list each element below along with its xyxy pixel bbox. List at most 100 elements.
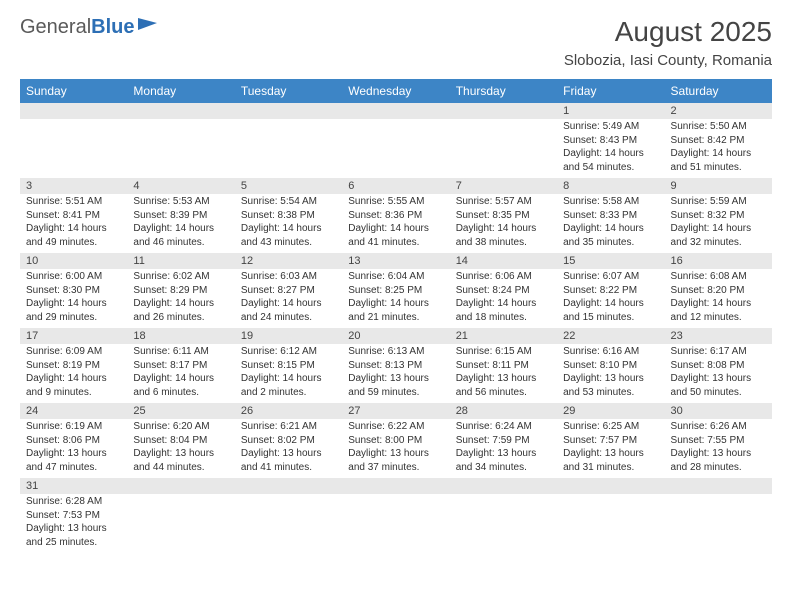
day-line: and 34 minutes.	[456, 461, 551, 475]
day-number-row: 24252627282930	[20, 403, 772, 419]
day-content-cell	[450, 494, 557, 553]
day-line: Daylight: 13 hours	[671, 447, 766, 461]
day-number-cell: 29	[557, 403, 664, 419]
day-content-cell: Sunrise: 5:58 AMSunset: 8:33 PMDaylight:…	[557, 194, 664, 253]
day-details: Sunrise: 5:51 AMSunset: 8:41 PMDaylight:…	[20, 194, 127, 253]
day-line: Daylight: 14 hours	[241, 297, 336, 311]
day-number-cell: 3	[20, 178, 127, 194]
day-line: and 29 minutes.	[26, 311, 121, 325]
day-details: Sunrise: 5:50 AMSunset: 8:42 PMDaylight:…	[665, 119, 772, 178]
day-line: Sunset: 8:15 PM	[241, 359, 336, 373]
day-number-row: 12	[20, 103, 772, 119]
day-line: and 47 minutes.	[26, 461, 121, 475]
calendar-body: 12 Sunrise: 5:49 AMSunset: 8:43 PMDaylig…	[20, 103, 772, 553]
day-line: Daylight: 14 hours	[26, 372, 121, 386]
day-line: Sunrise: 6:20 AM	[133, 420, 228, 434]
day-number-cell: 7	[450, 178, 557, 194]
day-content-cell: Sunrise: 6:25 AMSunset: 7:57 PMDaylight:…	[557, 419, 664, 478]
day-line: Sunrise: 6:22 AM	[348, 420, 443, 434]
day-line: Sunset: 8:24 PM	[456, 284, 551, 298]
day-number-row: 31	[20, 478, 772, 494]
day-line: Sunset: 8:22 PM	[563, 284, 658, 298]
day-content-cell	[342, 119, 449, 178]
day-line: and 12 minutes.	[671, 311, 766, 325]
day-content-cell: Sunrise: 6:20 AMSunset: 8:04 PMDaylight:…	[127, 419, 234, 478]
header: GeneralBlue August 2025 Slobozia, Iasi C…	[20, 16, 772, 69]
day-line: Sunset: 8:35 PM	[456, 209, 551, 223]
day-number-cell: 8	[557, 178, 664, 194]
day-line: Daylight: 14 hours	[133, 222, 228, 236]
day-line: Daylight: 13 hours	[348, 372, 443, 386]
day-line: Sunset: 8:43 PM	[563, 134, 658, 148]
day-line: Daylight: 13 hours	[133, 447, 228, 461]
day-line: Sunset: 8:42 PM	[671, 134, 766, 148]
day-number-cell	[342, 478, 449, 494]
weekday-header: Monday	[127, 79, 234, 103]
day-number: 1	[557, 103, 664, 119]
day-number-cell	[127, 478, 234, 494]
day-line: and 49 minutes.	[26, 236, 121, 250]
logo-text-2: Blue	[91, 16, 134, 39]
day-line: Sunrise: 6:28 AM	[26, 495, 121, 509]
day-line: and 9 minutes.	[26, 386, 121, 400]
month-title: August 2025	[564, 16, 772, 48]
day-number-cell: 10	[20, 253, 127, 269]
weekday-header-row: SundayMondayTuesdayWednesdayThursdayFrid…	[20, 79, 772, 103]
day-line: and 59 minutes.	[348, 386, 443, 400]
day-line: and 35 minutes.	[563, 236, 658, 250]
day-line: Sunset: 7:53 PM	[26, 509, 121, 523]
day-content-cell	[235, 119, 342, 178]
day-line: Sunrise: 6:26 AM	[671, 420, 766, 434]
day-content-cell: Sunrise: 6:13 AMSunset: 8:13 PMDaylight:…	[342, 344, 449, 403]
day-number-cell: 24	[20, 403, 127, 419]
day-line: Sunrise: 6:19 AM	[26, 420, 121, 434]
day-number-cell: 18	[127, 328, 234, 344]
day-number: 8	[557, 178, 664, 194]
day-line: and 2 minutes.	[241, 386, 336, 400]
day-number-cell: 4	[127, 178, 234, 194]
day-line: and 31 minutes.	[563, 461, 658, 475]
day-details: Sunrise: 5:54 AMSunset: 8:38 PMDaylight:…	[235, 194, 342, 253]
day-number-cell: 12	[235, 253, 342, 269]
day-line: and 56 minutes.	[456, 386, 551, 400]
day-content-cell: Sunrise: 5:57 AMSunset: 8:35 PMDaylight:…	[450, 194, 557, 253]
flag-icon	[137, 17, 159, 33]
day-content-cell: Sunrise: 5:59 AMSunset: 8:32 PMDaylight:…	[665, 194, 772, 253]
day-number: 21	[450, 328, 557, 344]
day-number: 28	[450, 403, 557, 419]
day-line: Sunset: 8:25 PM	[348, 284, 443, 298]
day-line: Sunrise: 6:12 AM	[241, 345, 336, 359]
day-line: Sunset: 7:59 PM	[456, 434, 551, 448]
day-line: and 21 minutes.	[348, 311, 443, 325]
day-line: Sunrise: 6:16 AM	[563, 345, 658, 359]
day-number: 20	[342, 328, 449, 344]
day-details: Sunrise: 5:49 AMSunset: 8:43 PMDaylight:…	[557, 119, 664, 178]
day-details: Sunrise: 5:59 AMSunset: 8:32 PMDaylight:…	[665, 194, 772, 253]
day-number-row: 17181920212223	[20, 328, 772, 344]
day-line: Sunrise: 6:21 AM	[241, 420, 336, 434]
day-number-cell: 21	[450, 328, 557, 344]
day-number-cell: 26	[235, 403, 342, 419]
day-number-cell: 11	[127, 253, 234, 269]
day-details: Sunrise: 6:22 AMSunset: 8:00 PMDaylight:…	[342, 419, 449, 478]
day-number: 27	[342, 403, 449, 419]
day-line: and 24 minutes.	[241, 311, 336, 325]
day-content-cell: Sunrise: 6:28 AMSunset: 7:53 PMDaylight:…	[20, 494, 127, 553]
day-content-row: Sunrise: 5:49 AMSunset: 8:43 PMDaylight:…	[20, 119, 772, 178]
day-number-cell: 31	[20, 478, 127, 494]
title-block: August 2025 Slobozia, Iasi County, Roman…	[564, 16, 772, 69]
day-line: Sunset: 7:57 PM	[563, 434, 658, 448]
day-number-cell: 28	[450, 403, 557, 419]
day-number: 9	[665, 178, 772, 194]
day-line: Daylight: 13 hours	[563, 372, 658, 386]
day-content-cell	[127, 119, 234, 178]
day-number-row: 3456789	[20, 178, 772, 194]
day-line: Sunset: 8:11 PM	[456, 359, 551, 373]
day-content-cell	[127, 494, 234, 553]
day-line: Daylight: 14 hours	[671, 147, 766, 161]
logo: GeneralBlue	[20, 16, 159, 39]
location: Slobozia, Iasi County, Romania	[564, 52, 772, 69]
day-number-cell: 13	[342, 253, 449, 269]
day-number: 5	[235, 178, 342, 194]
day-line: Daylight: 14 hours	[26, 297, 121, 311]
